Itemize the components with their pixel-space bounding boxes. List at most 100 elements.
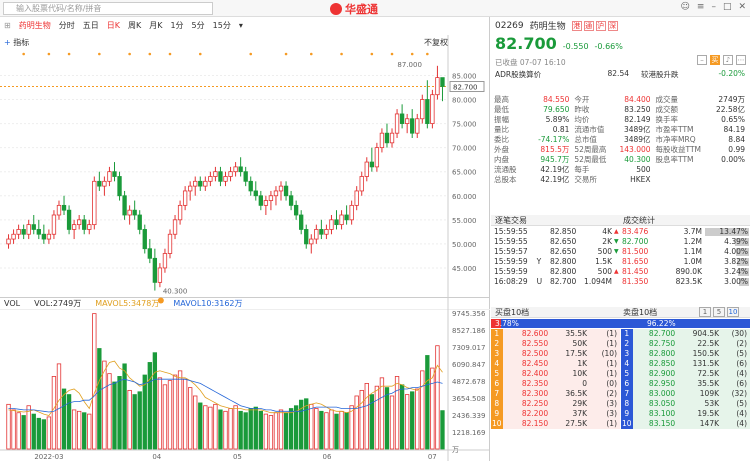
- vol-axis-label: 9745.356: [452, 310, 486, 318]
- event-marker[interactable]: [309, 52, 313, 56]
- tick-volume: 500: [597, 247, 612, 256]
- tab-3[interactable]: 周K: [127, 20, 142, 30]
- candle-body: [127, 209, 132, 216]
- remove-watch-icon[interactable]: –: [697, 55, 707, 65]
- bid-count: (2): [606, 389, 617, 398]
- price-axis-label: 85.000: [452, 72, 477, 80]
- bid-row[interactable]: 1 82.600 35.5K (1): [491, 329, 620, 339]
- bid-level-index: 8: [491, 399, 503, 409]
- bid-price: 82.350: [521, 379, 549, 388]
- tab-dropdown-icon[interactable]: ▾: [238, 20, 243, 30]
- candle-body: [374, 147, 380, 168]
- level-1-button[interactable]: 1: [699, 307, 711, 317]
- volume-bar: [203, 405, 208, 450]
- candle-body: [248, 180, 253, 192]
- stock-tag[interactable]: 深: [607, 20, 618, 31]
- level-10-button[interactable]: 10: [727, 307, 739, 317]
- bid-row[interactable]: 4 82.450 1K (1): [491, 359, 620, 369]
- last-price-tag-text: 82.700: [453, 84, 478, 92]
- stats-pct-bar: [738, 268, 749, 276]
- more-icon[interactable]: ⋯: [736, 55, 746, 65]
- ask-row[interactable]: 2 82.750 22.5K (2): [621, 339, 750, 349]
- stock-name-tab[interactable]: 药明生物: [18, 20, 51, 30]
- stock-tag[interactable]: 港: [571, 20, 582, 31]
- tab-4[interactable]: 月K: [149, 20, 163, 30]
- ask-row[interactable]: 8 83.050 53K (5): [621, 399, 750, 409]
- event-marker[interactable]: [390, 52, 394, 56]
- maximize-icon[interactable]: □: [722, 2, 732, 12]
- event-marker[interactable]: [198, 52, 202, 56]
- bid-row[interactable]: 2 82.550 50K (1): [491, 339, 620, 349]
- level-5-button[interactable]: 5: [713, 307, 725, 317]
- event-marker[interactable]: [47, 52, 51, 56]
- bid-row[interactable]: 7 82.300 36.5K (2): [491, 389, 620, 399]
- stats-price: 81.650: [622, 257, 649, 266]
- chart-settings-icon[interactable]: ⊞: [4, 20, 11, 30]
- date-axis-label: 06: [323, 453, 332, 461]
- volume-bar: [56, 363, 62, 450]
- candle-body: [379, 132, 385, 149]
- event-marker[interactable]: [284, 52, 288, 56]
- bid-row[interactable]: 8 82.250 29K (3): [491, 399, 620, 409]
- close-icon[interactable]: ✕: [738, 2, 746, 12]
- bid-count: (0): [606, 379, 617, 388]
- stock-tag[interactable]: 通: [583, 20, 594, 31]
- event-marker[interactable]: [249, 52, 253, 56]
- ask-count: (5): [736, 349, 747, 358]
- search-input[interactable]: 输入股票代码/名称/拼音: [3, 2, 213, 15]
- ask-level-index: 4: [621, 359, 633, 369]
- bid-row[interactable]: 3 82.500 17.5K (10): [491, 349, 620, 359]
- quote-label: 委比: [494, 135, 509, 144]
- ask-row[interactable]: 6 82.950 35.5K (6): [621, 379, 750, 389]
- price-axis-label: 50.000: [452, 241, 477, 249]
- bid-count: (1): [606, 339, 617, 348]
- ask-level-index: 6: [621, 379, 633, 389]
- tab-7[interactable]: 15分: [212, 20, 231, 30]
- ask-row[interactable]: 7 83.000 109K (32): [621, 389, 750, 399]
- tab-0[interactable]: 分时: [58, 20, 75, 30]
- ask-count: (5): [736, 399, 747, 408]
- quote-value: 815.5万: [540, 145, 570, 154]
- event-marker[interactable]: [98, 52, 101, 56]
- candle-body: [324, 229, 329, 235]
- buy-icon[interactable]: 买: [710, 55, 720, 65]
- event-marker[interactable]: [22, 52, 25, 56]
- tab-2[interactable]: 日K: [106, 20, 120, 30]
- candle-body: [389, 132, 395, 144]
- bid-row[interactable]: 5 82.400 10K (1): [491, 369, 620, 379]
- menu-icon[interactable]: ≡: [696, 2, 705, 12]
- bell-icon[interactable]: ♪: [723, 55, 733, 65]
- ask-row[interactable]: 10 83.150 147K (4): [621, 419, 750, 429]
- event-marker[interactable]: [340, 52, 343, 56]
- adjust-button[interactable]: 不复权: [424, 38, 448, 47]
- event-marker[interactable]: [128, 52, 131, 56]
- indicator-button[interactable]: + 指标: [4, 38, 30, 47]
- event-marker[interactable]: [148, 52, 152, 56]
- event-marker[interactable]: [410, 52, 414, 56]
- bid-row[interactable]: 6 82.350 0 (0): [491, 379, 620, 389]
- ask-row[interactable]: 4 82.850 131.5K (6): [621, 359, 750, 369]
- event-marker[interactable]: [67, 52, 71, 56]
- ask-row[interactable]: 9 83.100 19.5K (4): [621, 409, 750, 419]
- tab-6[interactable]: 5分: [191, 20, 205, 30]
- quote-label: 市净率MRQ: [655, 135, 696, 144]
- ask-count: (4): [736, 409, 747, 418]
- candle-body: [410, 118, 415, 134]
- bid-row[interactable]: 10 82.150 27.5K (1): [491, 419, 620, 429]
- event-marker[interactable]: [426, 52, 429, 56]
- event-marker[interactable]: [168, 52, 172, 56]
- ask-row[interactable]: 3 82.800 150.5K (5): [621, 349, 750, 359]
- stock-tag[interactable]: 沪: [595, 20, 606, 31]
- bid-row[interactable]: 9 82.200 37K (3): [491, 409, 620, 419]
- up-arrow-icon: ▲: [614, 268, 619, 275]
- user-icon[interactable]: ☺: [680, 2, 690, 12]
- low-marker-icon[interactable]: [157, 297, 164, 304]
- ask-row[interactable]: 5 82.900 72.5K (4): [621, 369, 750, 379]
- minimize-icon[interactable]: –: [711, 2, 716, 12]
- tab-1[interactable]: 五日: [82, 20, 99, 30]
- candlestick-chart[interactable]: 85.000 80.000 75.000 70.000 65.000 60.000 55.0…: [0, 17, 490, 461]
- event-marker[interactable]: [370, 52, 374, 56]
- tab-5[interactable]: 1分: [170, 20, 184, 30]
- price-axis-label: 80.000: [452, 97, 477, 105]
- ask-row[interactable]: 1 82.700 904.5K (30): [621, 329, 750, 339]
